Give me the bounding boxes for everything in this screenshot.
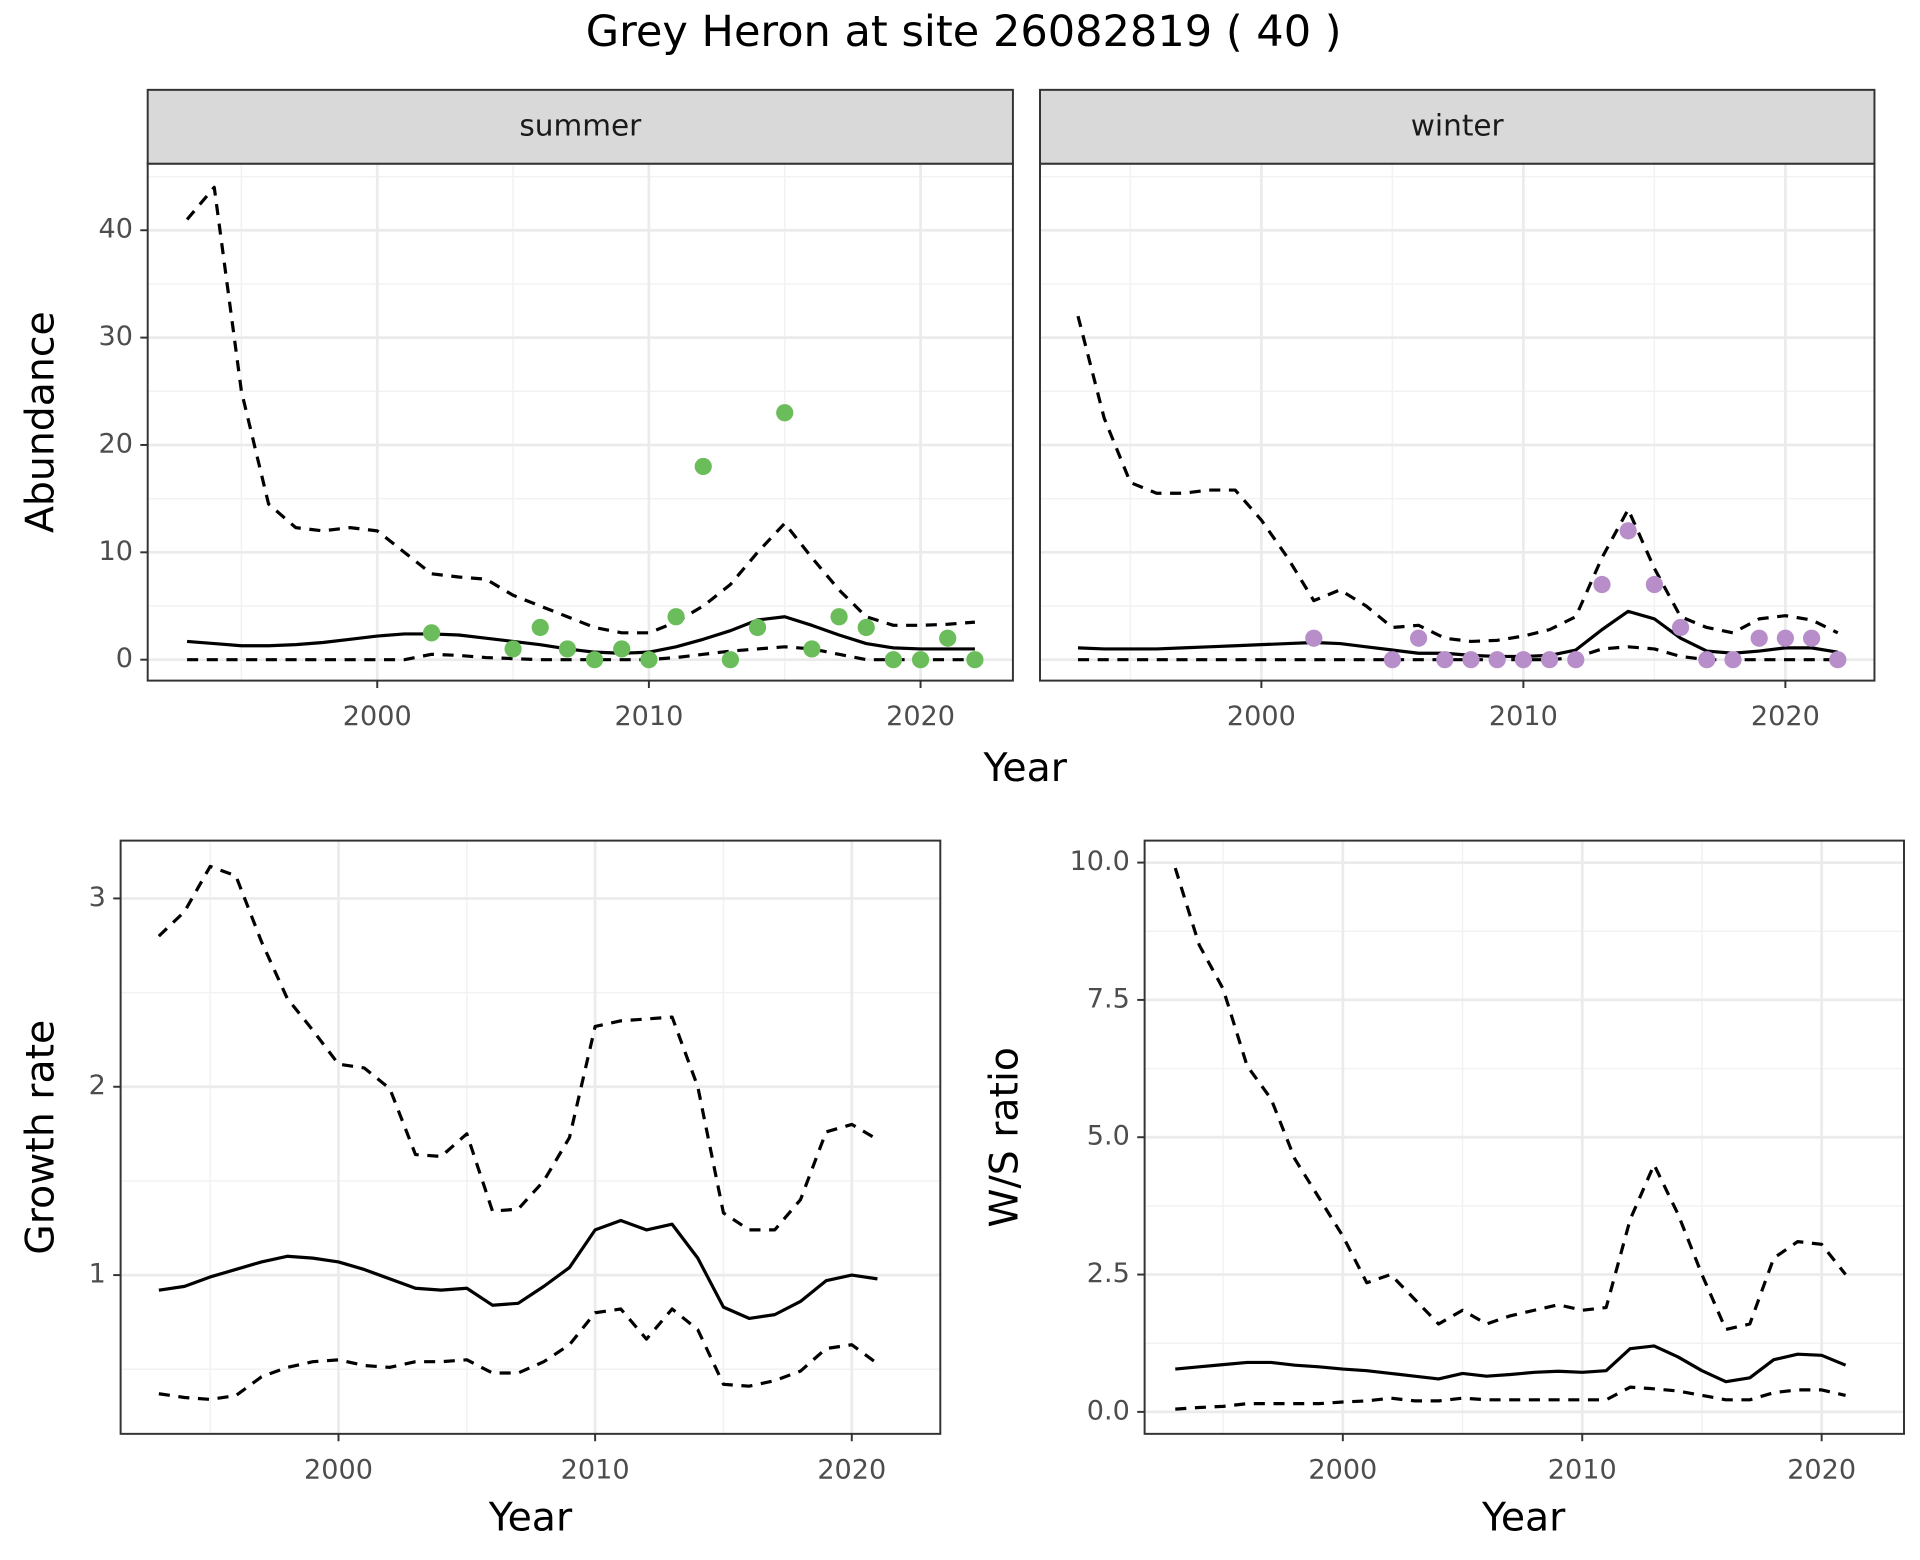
data-point: [884, 651, 903, 669]
trend-line: [158, 1218, 878, 1320]
data-point: [776, 404, 794, 422]
x-tick-label: 2020: [1751, 701, 1820, 732]
data-point: [830, 608, 848, 626]
data-point: [613, 640, 631, 658]
data-point: [1671, 618, 1690, 637]
data-point: [1514, 651, 1533, 669]
data-point: [1750, 629, 1768, 647]
strip: [1039, 88, 1876, 165]
interval-line: [1076, 315, 1839, 644]
x-axis-title: Year: [488, 1494, 573, 1540]
trend-line: [1175, 1344, 1847, 1384]
data-point: [1776, 629, 1794, 647]
y-tick-label: 7.5: [1087, 983, 1130, 1014]
x-tick-label: 2020: [817, 1454, 886, 1485]
strip-label: winter: [1411, 108, 1505, 142]
y-axis-title: Growth rate: [18, 1020, 64, 1255]
trend-line: [1077, 609, 1839, 659]
y-tick-label: 0.0: [1087, 1395, 1130, 1426]
data-point: [694, 457, 712, 476]
data-point: [1409, 629, 1428, 647]
data-point: [911, 651, 930, 669]
data-point: [558, 640, 577, 658]
y-tick-label: 10.0: [1070, 846, 1130, 877]
data-point: [857, 618, 875, 637]
x-axis-title: Year: [1481, 1494, 1566, 1540]
data-point: [1619, 522, 1637, 540]
panel-background: [1040, 163, 1875, 681]
data-point: [585, 651, 604, 669]
y-tick-label: 5.0: [1087, 1121, 1130, 1152]
x-tick-label: 2010: [1548, 1454, 1617, 1485]
interval-line: [157, 864, 879, 1232]
x-axis-title: Year: [983, 745, 1068, 791]
x-tick-label: 2010: [614, 701, 683, 732]
data-point: [939, 629, 957, 647]
y-tick-label: 2: [89, 1070, 106, 1101]
strip-label: summer: [519, 108, 642, 142]
figure-title: Grey Heron at site 26082819 ( 40 ): [586, 7, 1342, 57]
data-point: [504, 640, 522, 658]
panel-background: [120, 840, 941, 1434]
interval-line: [187, 645, 975, 662]
trend-line: [186, 615, 975, 655]
data-point: [1540, 651, 1559, 669]
data-point: [1567, 651, 1585, 669]
y-tick-label: 2.5: [1087, 1258, 1130, 1289]
y-tick-label: 30: [98, 321, 132, 352]
data-point: [1436, 651, 1454, 669]
x-tick-label: 2000: [343, 701, 412, 732]
x-tick-label: 2000: [1308, 1454, 1377, 1485]
data-point: [531, 618, 549, 637]
data-point: [721, 651, 740, 669]
interval-line: [158, 1307, 879, 1401]
data-point: [1462, 651, 1480, 669]
data-point: [748, 618, 767, 637]
y-tick-label: 0: [116, 643, 133, 674]
y-tick-label: 10: [98, 536, 132, 567]
x-tick-label: 2000: [1227, 701, 1296, 732]
y-axis-title: W/S ratio: [981, 1047, 1027, 1228]
panel-background: [147, 163, 1013, 681]
data-point: [422, 624, 441, 642]
data-point: [1305, 629, 1323, 647]
data-point: [667, 608, 685, 626]
interval-line: [1173, 867, 1847, 1332]
data-point: [1383, 651, 1402, 669]
data-point: [1829, 651, 1847, 669]
y-tick-label: 3: [89, 882, 106, 913]
y-axis-title: Abundance: [18, 311, 64, 533]
data-point: [640, 651, 658, 669]
y-tick-label: 40: [98, 214, 132, 245]
y-tick-label: 1: [89, 1259, 106, 1290]
x-tick-label: 2000: [304, 1454, 373, 1485]
panel-border: [119, 839, 942, 1435]
data-point: [803, 640, 821, 658]
interval-line: [1175, 1385, 1846, 1411]
interval-line: [185, 185, 976, 635]
y-tick-label: 20: [98, 428, 132, 459]
data-point: [966, 651, 984, 669]
x-tick-label: 2010: [561, 1454, 630, 1485]
strip: [146, 88, 1014, 165]
x-tick-label: 2020: [1787, 1454, 1856, 1485]
data-point: [1645, 575, 1663, 594]
x-tick-label: 2010: [1489, 701, 1558, 732]
data-point: [1593, 575, 1611, 594]
data-point: [1698, 651, 1716, 669]
x-tick-label: 2020: [886, 701, 955, 732]
data-point: [1724, 651, 1742, 669]
data-point: [1802, 629, 1821, 647]
data-point: [1488, 651, 1506, 669]
